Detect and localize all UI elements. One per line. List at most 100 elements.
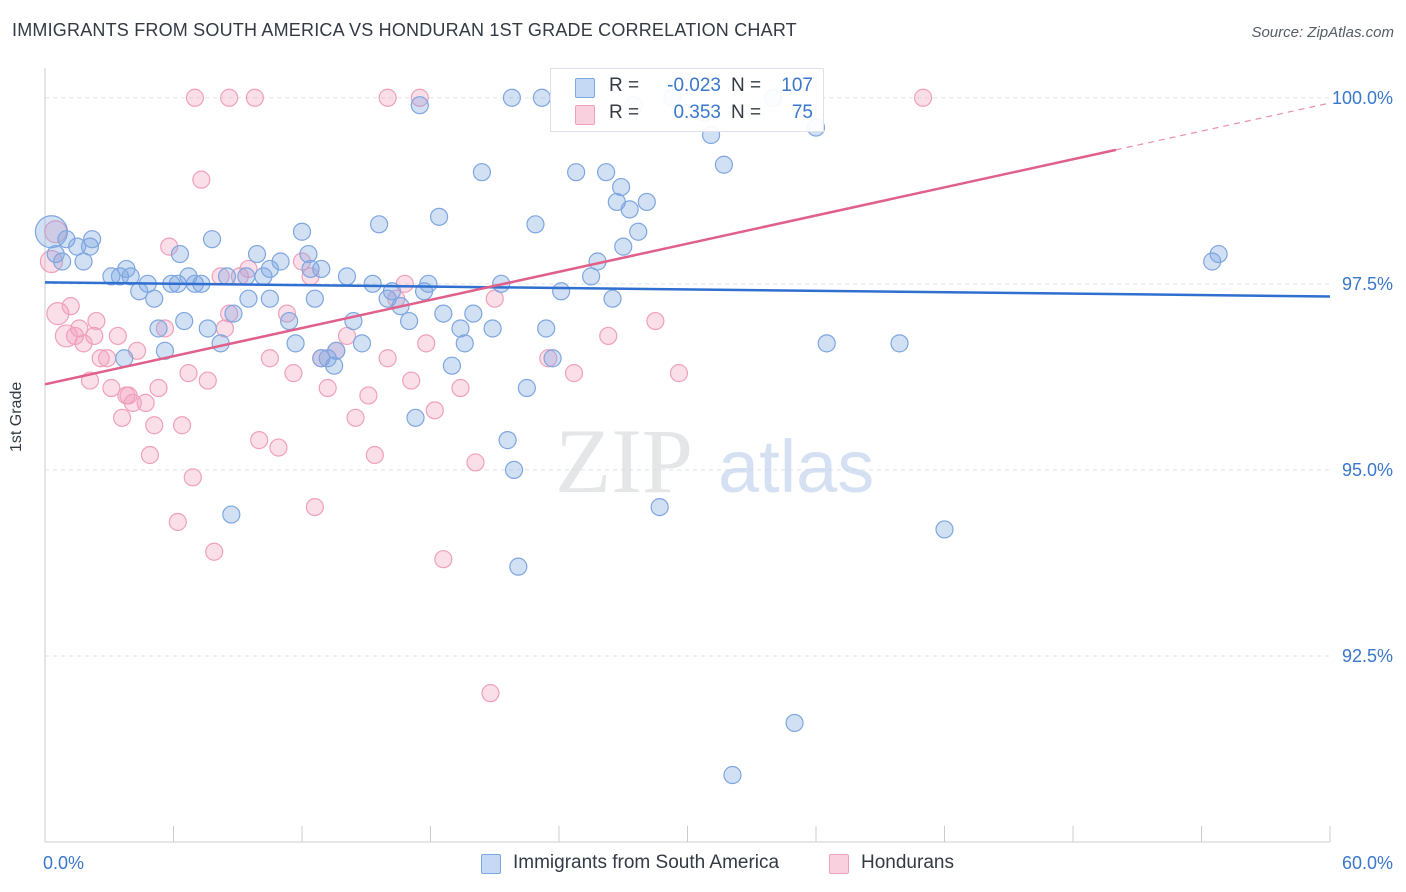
data-point-hondurans — [46, 301, 70, 326]
data-point-south-america — [603, 289, 622, 308]
data-point-south-america — [121, 267, 140, 286]
data-point-south-america — [637, 192, 656, 212]
data-point-hondurans — [108, 326, 127, 346]
y-tick-label: 97.5% — [1342, 274, 1393, 294]
data-point-south-america — [1203, 252, 1222, 271]
data-point-hondurans — [245, 88, 264, 107]
data-point-hondurans — [61, 297, 80, 316]
data-point-south-america — [34, 215, 69, 249]
watermark-zip: ZIP — [555, 410, 693, 512]
data-point-south-america — [567, 163, 586, 182]
data-point-south-america — [517, 378, 536, 398]
legend-swatch-blue — [481, 854, 501, 874]
axes — [44, 68, 1331, 843]
data-point-south-america — [406, 408, 425, 427]
data-point-south-america — [455, 334, 474, 353]
data-point-south-america — [337, 267, 357, 286]
data-point-south-america — [429, 207, 449, 226]
data-point-hondurans — [183, 468, 202, 487]
data-point-south-america — [260, 289, 279, 308]
data-point-south-america — [714, 155, 734, 174]
data-point-hondurans — [669, 364, 689, 383]
legend-n-value: 75 — [791, 102, 813, 123]
data-point-south-america — [312, 259, 331, 279]
data-point-south-america — [442, 356, 462, 375]
data-point-south-america — [198, 319, 217, 338]
data-point-south-america — [483, 319, 502, 338]
data-point-hondurans — [402, 371, 421, 390]
data-point-hondurans — [205, 542, 224, 561]
data-point-south-america — [363, 274, 382, 293]
data-point-south-america — [312, 349, 331, 368]
legend-n-label: N = — [731, 102, 762, 123]
data-point-south-america — [260, 259, 279, 279]
data-point-south-america — [650, 497, 669, 517]
data-point-south-america — [299, 244, 318, 264]
data-point-hondurans — [87, 311, 106, 331]
data-point-hondurans — [179, 364, 198, 383]
data-point-hondurans — [318, 378, 337, 398]
data-point-hondurans — [74, 334, 93, 353]
data-point-hondurans — [102, 378, 121, 398]
source-label: Source: ZipAtlas.com — [1251, 24, 1394, 41]
data-point-south-america — [410, 96, 429, 115]
data-point-hondurans — [346, 408, 365, 427]
data-point-south-america — [723, 765, 742, 785]
data-point-south-america — [526, 215, 545, 234]
legend-r-label: R = — [609, 102, 640, 123]
data-point-south-america — [115, 349, 134, 368]
data-point-south-america — [175, 311, 194, 331]
data-point-south-america — [80, 237, 100, 256]
data-point-south-america — [305, 289, 324, 308]
data-point-hondurans — [185, 88, 205, 107]
data-point-hondurans — [277, 304, 297, 323]
legend-label-hondurans: Hondurans — [861, 852, 954, 873]
data-point-hondurans — [378, 349, 397, 368]
legend-label-south-america: Immigrants from South America — [513, 852, 780, 873]
x-tick-label: 60.0% — [1342, 853, 1393, 873]
data-point-south-america — [247, 244, 267, 264]
data-point-hondurans — [365, 445, 384, 465]
data-point-south-america — [890, 334, 909, 353]
data-point-south-america — [352, 334, 372, 353]
data-point-south-america — [46, 244, 65, 264]
data-point-south-america — [543, 349, 562, 368]
data-point-hondurans — [145, 416, 164, 435]
data-point-hondurans — [155, 319, 175, 338]
watermark-atlas: atlas — [718, 425, 874, 508]
data-point-south-america — [817, 334, 836, 353]
data-point-hondurans — [140, 445, 160, 465]
data-point-hondurans — [160, 237, 179, 256]
legend-swatch-blue — [575, 78, 595, 98]
data-point-south-america — [57, 230, 76, 249]
data-point-south-america — [280, 311, 299, 331]
data-point-south-america — [149, 319, 168, 338]
data-point-south-america — [504, 460, 524, 479]
data-point-hondurans — [269, 438, 288, 457]
data-point-south-america — [292, 222, 312, 241]
data-point-hondurans — [220, 88, 239, 107]
data-point-south-america — [785, 713, 804, 733]
data-point-south-america — [399, 311, 419, 331]
data-point-south-america — [612, 177, 631, 197]
data-point-hondurans — [913, 88, 933, 107]
y-tick-label: 100.0% — [1332, 88, 1393, 108]
data-point-south-america — [629, 222, 648, 241]
x-tick-labels: 0.0% 60.0% — [43, 853, 1393, 873]
chart-title: IMMIGRANTS FROM SOUTH AMERICA VS HONDURA… — [12, 20, 797, 40]
data-point-hondurans — [44, 220, 68, 244]
correlation-legend: R = -0.023 N = 107 R = 0.353 N = 75 — [550, 68, 824, 132]
data-point-south-america — [271, 252, 290, 271]
data-point-hondurans — [192, 170, 211, 189]
data-point-hondurans — [378, 88, 397, 107]
data-point-hondurans — [198, 371, 217, 390]
data-point-south-america — [502, 88, 521, 107]
data-point-hondurans — [220, 304, 239, 323]
gridlines — [45, 97, 1330, 657]
data-point-south-america — [419, 274, 438, 293]
data-point-hondurans — [359, 386, 378, 405]
data-point-south-america — [222, 505, 241, 524]
trend-lines — [44, 102, 1331, 386]
data-point-hondurans — [70, 319, 89, 338]
trend-line-hondurans — [44, 148, 1117, 386]
